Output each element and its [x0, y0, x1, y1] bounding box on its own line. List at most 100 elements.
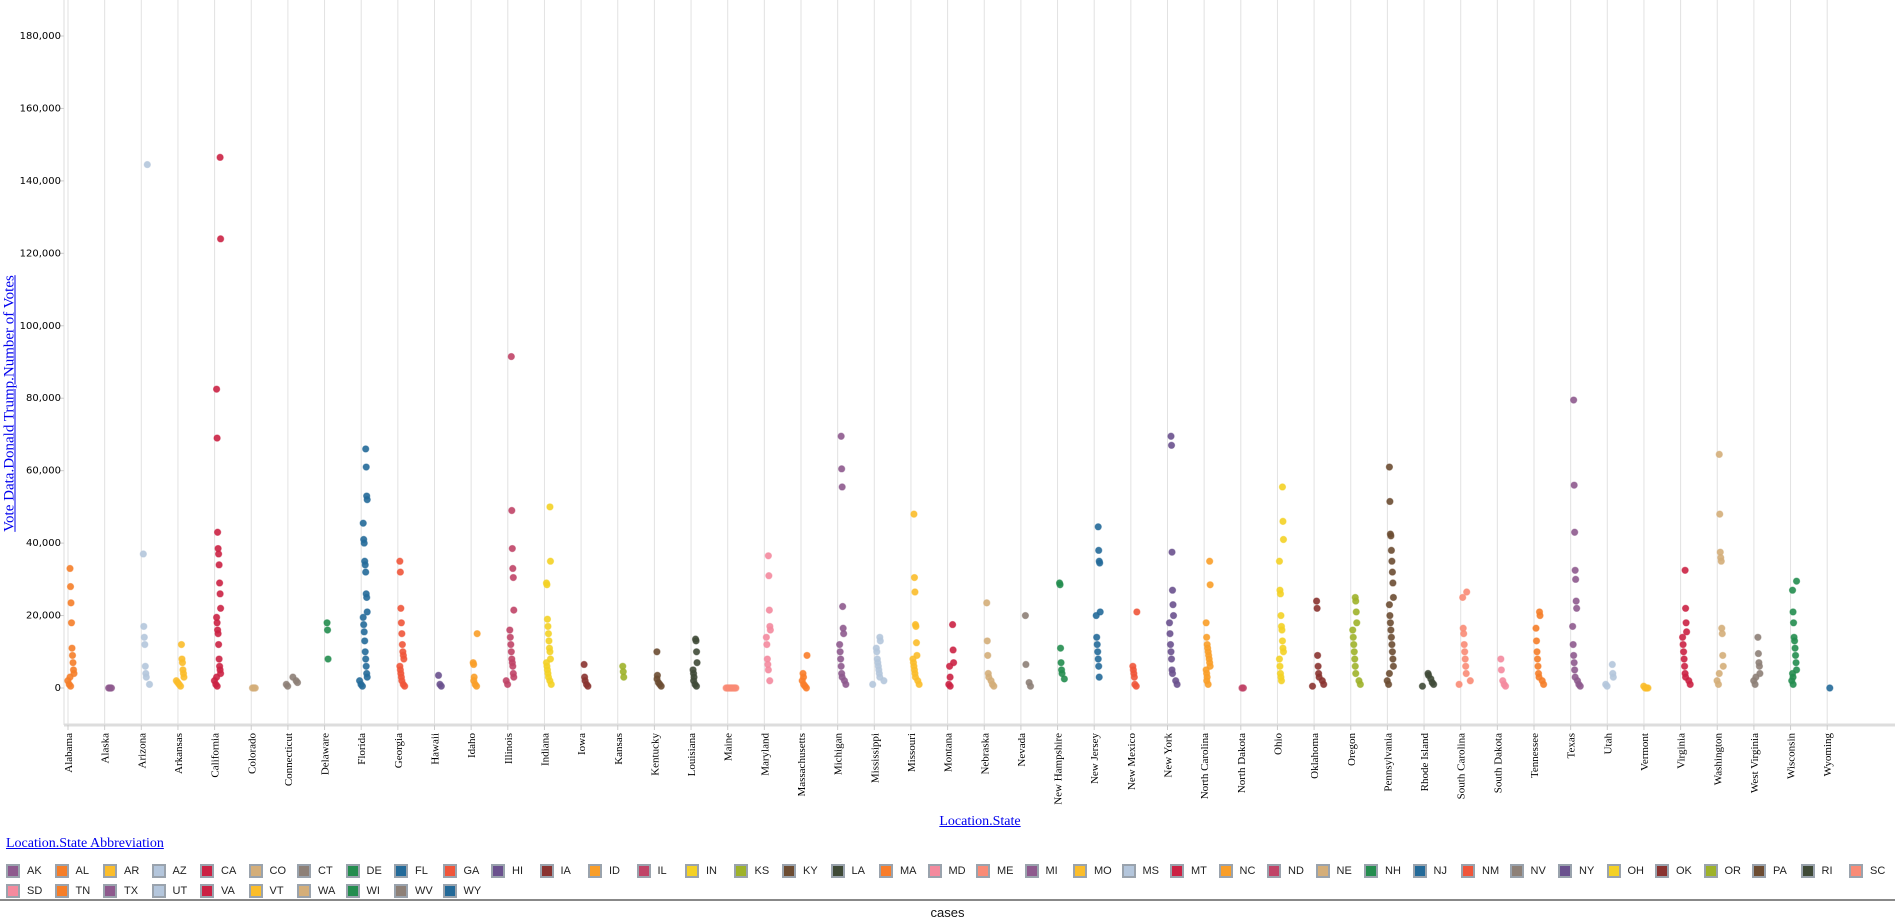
legend-title[interactable]: Location.State Abbreviation	[6, 836, 164, 851]
data-point	[510, 606, 518, 614]
y-tick-label: 40,000	[26, 538, 61, 549]
data-point	[1386, 611, 1394, 620]
legend-item-ak[interactable]: AK	[6, 862, 42, 880]
legend-label: ID	[609, 865, 620, 877]
legend-item-nm[interactable]: NM	[1461, 862, 1499, 880]
data-point	[1057, 658, 1065, 667]
legend-item-vt[interactable]: VT	[248, 882, 284, 900]
legend-label: NY	[1579, 865, 1595, 877]
x-tick-label: Alaska	[100, 733, 112, 764]
legend-item-hi[interactable]: HI	[491, 862, 523, 880]
legend-item-tn[interactable]: TN	[54, 882, 90, 900]
legend-item-wa[interactable]: WA	[297, 882, 335, 900]
legend-item-mt[interactable]: MT	[1170, 862, 1207, 880]
legend-swatch	[248, 864, 263, 878]
legend-item-me[interactable]: ME	[976, 862, 1014, 880]
legend-item-wy[interactable]: WY	[442, 882, 481, 900]
legend-item-sd[interactable]: SD	[6, 882, 42, 900]
legend-item-nc[interactable]: NC	[1218, 862, 1255, 880]
legend-item-al[interactable]: AL	[54, 862, 89, 880]
legend-label: AK	[27, 865, 42, 877]
legend-swatch	[151, 864, 166, 878]
data-point	[765, 606, 774, 614]
legend-item-nj[interactable]: NJ	[1412, 862, 1447, 880]
x-tick-label: Tennessee	[1529, 733, 1541, 778]
legend-item-pa[interactable]: PA	[1752, 862, 1787, 880]
legend-item-nv[interactable]: NV	[1509, 862, 1546, 880]
y-axis-title[interactable]: Vote Data.Donald Trump.Number of Votes	[1, 275, 18, 532]
legend-swatch	[394, 864, 408, 878]
legend-item-wv[interactable]: WV	[394, 882, 433, 900]
data-point	[1275, 557, 1284, 565]
legend-item-ms[interactable]: MS	[1121, 862, 1159, 880]
data-point	[507, 648, 515, 656]
legend-item-ri[interactable]: RI	[1800, 862, 1833, 880]
data-point	[1571, 566, 1579, 574]
data-point	[67, 599, 75, 607]
legend-item-nd[interactable]: ND	[1267, 862, 1304, 880]
legend-item-tx[interactable]: TX	[103, 882, 138, 900]
legend-item-az[interactable]: AZ	[151, 862, 187, 880]
legend-item-ia[interactable]: IA	[539, 862, 571, 880]
legend-item-nh[interactable]: NH	[1364, 862, 1401, 880]
data-point	[360, 628, 368, 636]
legend-item-ar[interactable]: AR	[103, 862, 139, 880]
legend-item-de[interactable]: DE	[345, 862, 382, 880]
legend-item-sc[interactable]: SC	[1849, 862, 1885, 880]
legend-item-mi[interactable]: MI	[1024, 862, 1058, 880]
legend-item-id[interactable]: ID	[588, 862, 620, 880]
legend-item-la[interactable]: LA	[830, 862, 865, 880]
legend-label: HI	[512, 865, 523, 877]
x-axis-title[interactable]: Location.State	[939, 814, 1021, 829]
data-point	[837, 432, 845, 440]
legend-item-ga[interactable]: GA	[442, 862, 479, 880]
legend-item-or[interactable]: OR	[1703, 862, 1741, 880]
data-point	[1056, 581, 1064, 589]
data-point	[1060, 675, 1069, 683]
legend-label: MA	[900, 865, 917, 877]
legend-label: RI	[1821, 865, 1833, 877]
data-point	[1204, 680, 1212, 689]
legend-item-ut[interactable]: UT	[151, 882, 187, 900]
legend-item-md[interactable]: MD	[927, 862, 966, 880]
legend-item-mo[interactable]: MO	[1073, 862, 1112, 880]
legend-label: IL	[657, 865, 667, 877]
legend-item-ks[interactable]: KS	[733, 862, 770, 880]
legend-item-ct[interactable]: CT	[297, 862, 333, 880]
data-point	[983, 637, 991, 645]
legend-item-ok[interactable]: OK	[1655, 862, 1692, 880]
x-tick-label: Oklahoma	[1309, 733, 1321, 779]
data-point	[1356, 680, 1365, 689]
data-point	[1352, 608, 1360, 616]
legend-swatch	[394, 884, 408, 898]
legend-item-il[interactable]: IL	[636, 862, 667, 880]
legend-label: AL	[75, 865, 89, 877]
data-point	[506, 633, 514, 641]
legend-swatch	[248, 884, 263, 898]
data-point	[400, 655, 408, 663]
legend-item-ky[interactable]: KY	[782, 862, 818, 880]
legend-item-ca[interactable]: CA	[200, 862, 236, 880]
data-point	[1792, 577, 1801, 585]
legend-item-oh[interactable]: OH	[1606, 862, 1644, 880]
data-point	[1022, 660, 1030, 669]
legend-item-ne[interactable]: NE	[1315, 862, 1352, 880]
legend-item-in[interactable]: IN	[685, 862, 717, 880]
data-point	[1349, 626, 1357, 634]
legend-item-fl[interactable]: FL	[394, 862, 428, 880]
data-point	[1389, 579, 1397, 587]
legend-label: CO	[269, 865, 287, 877]
legend-item-co[interactable]: CO	[248, 862, 287, 880]
legend-swatch	[297, 864, 311, 878]
data-point	[214, 640, 223, 649]
data-point	[1429, 680, 1438, 689]
data-point	[1239, 684, 1248, 692]
legend-item-va[interactable]: VA	[200, 882, 235, 900]
legend-item-ma[interactable]: MA	[879, 862, 917, 880]
data-point	[1166, 640, 1175, 649]
legend-item-wi[interactable]: WI	[345, 882, 380, 900]
legend-item-ny[interactable]: NY	[1558, 862, 1594, 880]
legend-label: IA	[560, 865, 571, 877]
legend-label: KS	[754, 865, 770, 877]
x-tick-label: Nebraska	[979, 733, 991, 775]
